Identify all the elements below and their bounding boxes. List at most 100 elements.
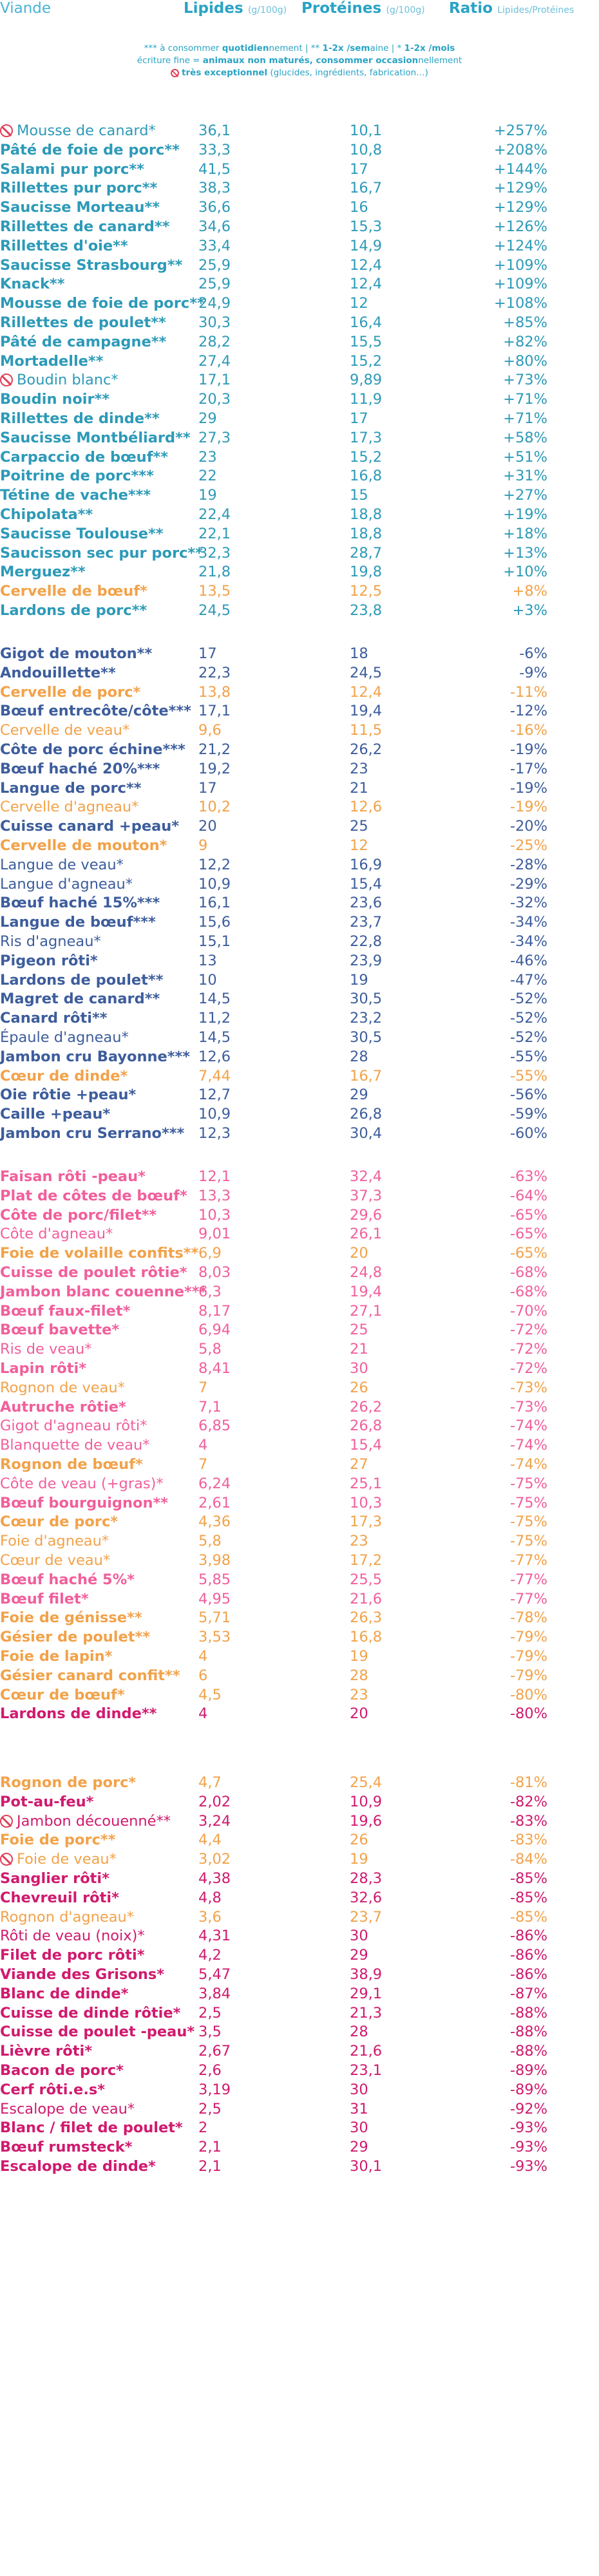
table-row: Escalope de dinde* 2,1 30,1 -93% [0,2157,599,2176]
legend: *** à consommer quotidiennement | ** 1-2… [0,43,599,79]
meat-name-text: Lapin rôti* [0,1360,86,1377]
proteines-value: 18,8 [350,506,383,523]
table-row: Jambon cru Serrano*** 12,3 30,4 -60% [0,1124,599,1143]
lipides-value: 12,6 [198,1048,231,1065]
table-row: Oie rôtie +peau* 12,7 29 -56% [0,1085,599,1104]
proteines-value: 19 [350,1648,368,1665]
meat-name: Pot-au-feu* [0,1792,93,1812]
proteines-value: 24,8 [350,1264,383,1281]
ratio-value: -74% [509,1437,547,1454]
meat-name: Langue de veau* [0,855,124,875]
proteines-value: 19,4 [350,703,383,720]
lipides-value: 3,19 [198,2081,231,2098]
meat-name: Viande des Grisons* [0,1965,164,1984]
meat-name-text: Bœuf bourguignon** [0,1494,169,1511]
proteines-value: 12,4 [350,256,383,274]
proteines-value: 28 [350,2023,368,2041]
proteines-value: 11,5 [350,722,383,739]
ratio-value: -9% [519,664,547,681]
ratio-value: -79% [509,1629,547,1646]
table-row: Mousse de foie de porc** 24,9 12 +108% [0,294,599,313]
proteines-value: 17,3 [350,1513,383,1531]
meat-name: Bœuf entrecôte/côte*** [0,701,191,721]
meat-name-text: Cuisse de poulet -peau* [0,2023,195,2041]
proteines-value: 31 [350,2100,368,2117]
meat-name: Cœur de bœuf* [0,1685,125,1705]
table-row: Pâté de foie de porc** 33,3 10,8 +208% [0,140,599,160]
lipides-value: 4,5 [198,1686,222,1703]
meat-name: Filet de porc rôti* [0,1946,144,1965]
ratio-value: -88% [509,2043,547,2060]
meat-name: Cœur de porc* [0,1512,118,1531]
meat-name-text: Foie de volaille confits** [0,1245,199,1262]
table-row: Foie de lapin* 4 19 -79% [0,1647,599,1666]
proteines-value: 30,5 [350,990,383,1008]
meat-name: Foie de veau* [0,1850,117,1869]
ratio-value: +51% [503,448,547,466]
proteines-value: 20 [350,1705,368,1723]
meat-name-text: Lardons de porc** [0,602,147,619]
ratio-value: -19% [509,799,547,816]
meat-name: Lardons de poulet** [0,971,163,990]
ratio-value: -68% [509,1264,547,1281]
proteines-value: 21,6 [350,2043,383,2060]
table-row: Blanc de dinde* 3,84 29,1 -87% [0,1984,599,2003]
meat-name: Rognon de porc* [0,1773,136,1792]
ratio-value: -89% [509,2062,547,2079]
meat-name: Côte de porc/filet** [0,1206,157,1225]
meat-name-text: Rillettes d'oie** [0,237,128,254]
proteines-value: 21,6 [350,1590,383,1607]
lipides-value: 14,5 [198,1029,231,1046]
table-row: Cœur de dinde* 7,44 16,7 -55% [0,1066,599,1086]
table-header: Viande Lipides (g/100g) Protéines (g/100… [0,0,599,26]
lipides-value: 2,5 [198,2100,222,2117]
ratio-value: -34% [509,933,547,950]
lipides-value: 25,9 [198,256,231,274]
ratio-value: -86% [509,1927,547,1945]
meat-name-text: Carpaccio de bœuf** [0,448,169,466]
lipides-value: 2,02 [198,1793,231,1810]
meat-name: Rillettes de dinde** [0,409,160,428]
lipides-value: 24,9 [198,295,231,312]
proteines-value: 23 [350,760,368,777]
lipides-value: 4,31 [198,1927,231,1945]
ratio-value: +3% [512,602,547,619]
ratio-value: -55% [509,1048,547,1065]
meat-name: Bœuf haché 5%* [0,1570,135,1589]
table-row: Chevreuil rôti* 4,8 32,6 -85% [0,1888,599,1908]
meat-name: Mousse de foie de porc** [0,294,205,313]
lipides-value: 27,4 [198,352,231,370]
meat-name: Bœuf rumsteck* [0,2137,132,2157]
lipides-value: 12,3 [198,1125,231,1142]
meat-name: Gésier canard confit** [0,1666,180,1685]
ratio-value: -85% [509,1870,547,1887]
meat-name: Cuisse canard +peau* [0,817,179,836]
lipides-value: 4,36 [198,1513,231,1531]
ratio-value: -93% [509,2119,547,2137]
meat-name-text: Chipolata** [0,506,93,523]
table-row: Viande des Grisons* 5,47 38,9 -86% [0,1965,599,1984]
proteines-value: 23,6 [350,895,383,912]
lipides-value: 15,1 [198,933,231,950]
proteines-value: 19 [350,1851,368,1868]
lipides-value: 8,03 [198,1264,231,1281]
ratio-value: +129% [493,180,547,197]
proteines-value: 22,8 [350,933,383,950]
meat-name-text: Lardons de dinde** [0,1705,157,1723]
ratio-value: -68% [509,1283,547,1300]
lipides-value: 2 [198,2119,208,2137]
proteines-value: 29 [350,1086,368,1104]
proteines-value: 17,2 [350,1552,383,1569]
table-row: Boudin noir** 20,3 11,9 +71% [0,390,599,409]
meat-name-text: Magret de canard** [0,990,160,1008]
proteines-value: 25 [350,818,368,835]
table-row: Rillettes de poulet** 30,3 16,4 +85% [0,313,599,332]
meat-name: Côte de porc échine*** [0,740,185,759]
proteines-value: 19,4 [350,1283,383,1300]
lipides-value: 19 [198,487,217,504]
ratio-value: -72% [509,1321,547,1339]
lipides-value: 17 [198,645,217,662]
ban-icon [171,69,180,77]
ratio-value: +71% [503,391,547,408]
meat-name-text: Sanglier rôti* [0,1870,109,1887]
